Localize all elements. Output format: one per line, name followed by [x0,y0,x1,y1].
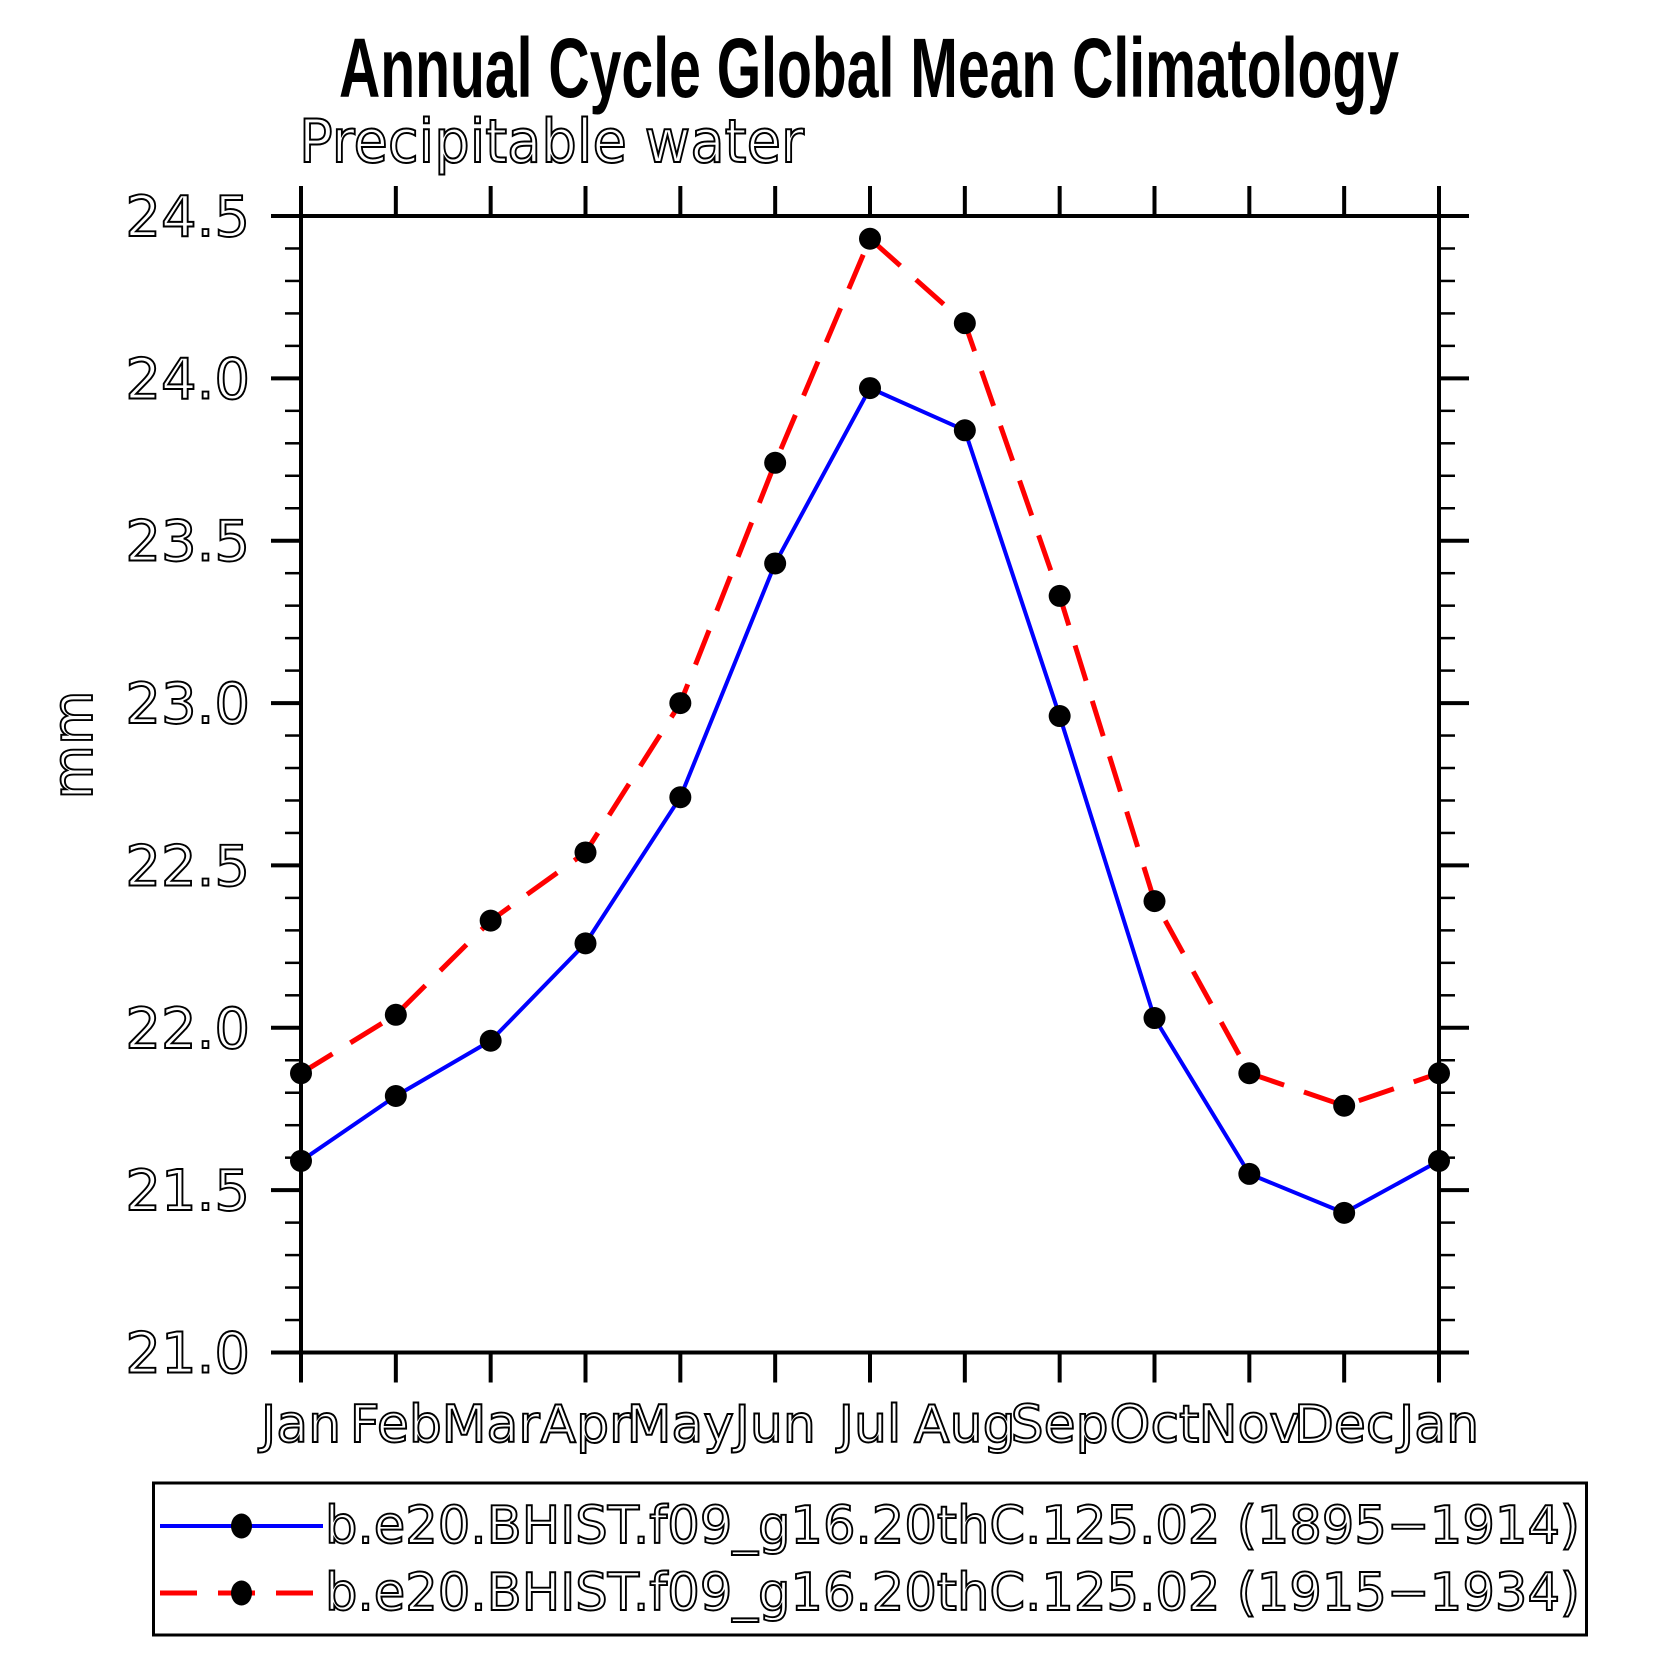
legend-label: b.e20.BHIST.f09_g16.20thC.125.02 (1895−1… [325,1496,1580,1556]
x-tick-label: Oct [1110,1395,1200,1455]
data-point-marker [764,552,787,575]
data-point-marker [859,377,881,400]
x-tick-label: Nov [1199,1395,1301,1455]
x-tick-label: Jan [1396,1395,1479,1455]
data-point-marker [669,786,692,809]
series-line-dashed-red [299,234,1440,1109]
x-tick-label: Sep [1011,1395,1109,1455]
data-point-marker [290,1149,312,1172]
data-point-marker [384,1084,407,1107]
data-point-marker [1428,1149,1450,1172]
series-line-solid-blue [299,385,1440,1216]
y-tick-label: 24.5 [125,185,250,250]
data-point-marker [1238,1162,1261,1185]
chart-subtitle: Precipitable water [299,107,804,177]
data-point-marker [290,1062,312,1085]
legend-box [152,1481,1588,1637]
data-point-marker [1048,705,1071,728]
y-tick-label: 21.0 [125,1322,250,1387]
y-tick-label: 22.5 [125,834,250,899]
x-tick-label: Dec [1294,1395,1395,1455]
data-point-marker [574,841,597,864]
x-tick-label: Feb [350,1395,442,1455]
x-tick-label: Jun [732,1395,816,1455]
y-tick-label: 21.5 [125,1159,250,1224]
x-tick-label: Aug [914,1395,1016,1455]
data-point-marker [1143,890,1166,913]
x-tick-label: Mar [442,1395,541,1455]
legend: b.e20.BHIST.f09_g16.20thC.125.02 (1895−1… [152,1481,1588,1637]
data-point-marker [574,932,597,955]
x-tick-label: Apr [541,1395,632,1455]
data-point-marker [1333,1094,1356,1117]
data-point-marker [1333,1201,1356,1224]
x-tick-label: Jul [836,1395,902,1455]
y-tick-label: 23.0 [125,672,250,737]
data-point-marker [479,1029,502,1052]
y-tick-label: 23.5 [125,510,250,575]
data-point-marker [1238,1062,1261,1085]
data-point-marker [669,692,692,715]
data-point-marker [384,1003,407,1026]
legend-marker [231,1513,252,1539]
x-tick-label: Jan [258,1395,341,1455]
data-point-marker [764,451,787,474]
y-axis-label: mm [41,690,106,799]
data-point-marker [953,312,976,335]
y-tick-label: 22.0 [125,997,250,1062]
data-point-marker [1048,584,1071,607]
data-point-marker [953,419,976,442]
chart-title: Annual Cycle Global Mean Climatology [339,21,1399,115]
x-tick-label: May [627,1395,735,1455]
y-tick-label: 24.0 [125,347,250,412]
legend-marker [231,1580,252,1606]
data-point-marker [479,909,502,932]
data-series [290,227,1450,1224]
data-point-marker [859,227,881,250]
legend-label: b.e20.BHIST.f09_g16.20thC.125.02 (1915−1… [325,1563,1580,1623]
data-point-marker [1143,1007,1166,1030]
data-point-marker [1428,1062,1450,1085]
